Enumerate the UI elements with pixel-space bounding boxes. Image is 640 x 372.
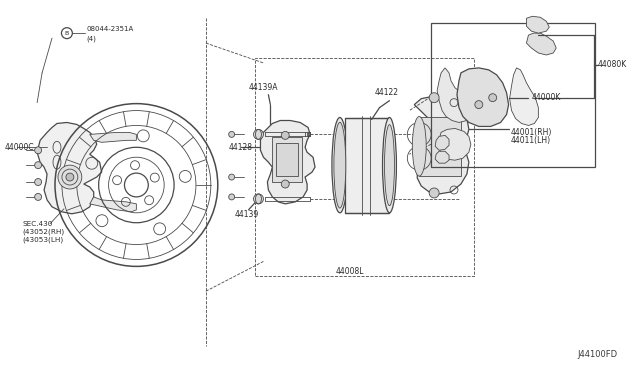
Text: 44008L: 44008L [335, 267, 364, 276]
Circle shape [58, 165, 82, 189]
Polygon shape [90, 197, 136, 212]
Circle shape [253, 129, 264, 140]
Circle shape [429, 188, 439, 198]
Circle shape [282, 131, 289, 140]
Circle shape [228, 194, 235, 200]
Polygon shape [527, 33, 556, 55]
Circle shape [429, 93, 439, 103]
Text: 44122: 44122 [374, 88, 399, 97]
Text: 44139A: 44139A [248, 83, 278, 92]
Text: J44100FD: J44100FD [578, 350, 618, 359]
Text: 44080K: 44080K [598, 60, 627, 70]
Text: 44000K: 44000K [531, 93, 561, 102]
Polygon shape [37, 122, 102, 214]
Polygon shape [435, 151, 449, 163]
Circle shape [253, 194, 264, 204]
Circle shape [228, 174, 235, 180]
Polygon shape [435, 135, 449, 150]
Circle shape [35, 147, 42, 154]
Ellipse shape [383, 118, 396, 213]
Polygon shape [90, 132, 136, 142]
Text: (43053(LH): (43053(LH) [22, 236, 63, 243]
Polygon shape [260, 121, 315, 204]
Polygon shape [457, 68, 509, 126]
Ellipse shape [332, 118, 348, 213]
Text: B: B [65, 31, 69, 36]
Bar [419, 116, 461, 176]
Text: (43052(RH): (43052(RH) [22, 228, 65, 235]
Ellipse shape [412, 116, 426, 176]
Polygon shape [509, 68, 538, 125]
Text: 44128: 44128 [228, 143, 253, 152]
Polygon shape [439, 128, 471, 160]
Text: 44011(LH): 44011(LH) [511, 136, 550, 145]
Circle shape [475, 101, 483, 109]
Polygon shape [414, 97, 469, 194]
Text: 44000C: 44000C [4, 143, 34, 152]
Bar [431, 23, 595, 167]
Circle shape [35, 179, 42, 186]
Circle shape [228, 131, 235, 137]
Text: (4): (4) [87, 36, 97, 42]
Text: 08044-2351A: 08044-2351A [87, 26, 134, 32]
Circle shape [66, 173, 74, 181]
Ellipse shape [334, 122, 346, 208]
Polygon shape [437, 68, 471, 122]
Circle shape [35, 162, 42, 169]
Bar [273, 137, 302, 182]
Bar [345, 118, 390, 213]
Bar [276, 143, 298, 176]
Circle shape [489, 94, 497, 102]
Text: 44001(RH): 44001(RH) [511, 128, 552, 137]
Circle shape [282, 180, 289, 188]
Circle shape [35, 193, 42, 201]
Ellipse shape [385, 125, 394, 206]
Bar [255, 58, 474, 276]
Text: SEC.430: SEC.430 [22, 221, 52, 227]
Polygon shape [527, 16, 549, 33]
Text: 44139: 44139 [235, 210, 259, 219]
